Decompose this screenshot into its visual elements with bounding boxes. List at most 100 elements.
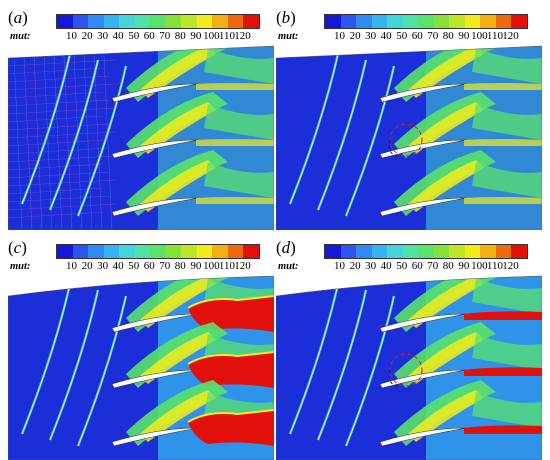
colorbar-tick-label: 30: [365, 260, 377, 272]
colorbar-swatch: [464, 15, 481, 28]
mesh-artifact: [8, 91, 104, 99]
wake-core: [196, 197, 274, 204]
colorbar-tick-label: 120: [234, 30, 251, 42]
colorbar-swatch: [165, 15, 182, 28]
colorbar-tick-label: 10: [66, 260, 78, 272]
wake-core: [464, 139, 542, 146]
suction-side-core: [140, 390, 216, 442]
inlet-vane: [317, 289, 367, 441]
inlet-vane: [289, 283, 339, 435]
field-plot-a: [8, 45, 274, 230]
passage-flow: [472, 162, 542, 198]
colorbar-tick-label: 80: [174, 30, 186, 42]
wake-blob: [496, 368, 508, 374]
inlet-vane: [77, 65, 127, 217]
colorbar-swatch: [134, 245, 151, 258]
colorbar-variable-label: mut:: [278, 31, 299, 42]
colorbar-tick-label: 30: [365, 30, 377, 42]
mesh-artifact: [43, 55, 53, 230]
wake-core: [464, 83, 542, 90]
suction-side-core: [408, 102, 484, 154]
colorbar-tick-label: 120: [234, 260, 251, 272]
suction-side-core: [140, 160, 216, 212]
inlet-vane: [317, 59, 367, 211]
colorbar-swatch: [57, 245, 73, 258]
colorbar-swatch: [495, 245, 512, 258]
colorbar-a: mut: 10 20 30 40 50 60 70 80 90 100 110 120: [10, 14, 260, 44]
mesh-artifact: [83, 55, 93, 230]
inlet-vane: [49, 59, 99, 211]
passage-flow: [204, 48, 274, 84]
colorbar-tick-label: 60: [143, 30, 155, 42]
colorbar-variable-label: mut:: [10, 261, 31, 272]
colorbar-swatch: [402, 15, 419, 28]
field-plot-c: [8, 275, 274, 460]
colorbar-tick-label: 70: [427, 260, 439, 272]
colorbar-swatch: [371, 245, 388, 258]
colorbar-swatch: [196, 15, 213, 28]
colorbar-swatch: [165, 245, 182, 258]
mesh-artifact: [8, 115, 104, 123]
passage-flow: [204, 104, 274, 140]
suction-side-core: [408, 46, 484, 98]
colorbar-swatch: [227, 245, 244, 258]
mesh-artifact: [8, 203, 116, 211]
colorbar-variable-label: mut:: [10, 31, 31, 42]
colorbar-swatch: [449, 15, 465, 28]
colorbar-swatches: [56, 244, 260, 259]
colorbar-swatch: [325, 245, 341, 258]
annotation-arc: [388, 369, 401, 389]
colorbar-swatch: [371, 15, 388, 28]
passage-flow: [472, 48, 542, 84]
colorbar-b: mut: 10 20 30 40 50 60 70 80 90 100 110 120: [278, 14, 528, 44]
inlet-vane: [289, 53, 339, 205]
colorbar-tick-label: 20: [349, 260, 361, 272]
colorbar-swatches: [324, 14, 528, 29]
colorbar-swatch: [196, 245, 213, 258]
mesh-artifact: [8, 139, 104, 147]
colorbar-tick-label: 20: [81, 260, 93, 272]
mesh-artifact: [8, 99, 110, 107]
mesh-artifact: [8, 195, 110, 203]
colorbar-swatch: [356, 245, 372, 258]
colorbar-tick-label: 70: [427, 30, 439, 42]
colorbar-tick-label: 80: [442, 30, 454, 42]
mesh-artifact: [23, 55, 33, 230]
mesh-artifact: [8, 107, 116, 115]
colorbar-swatch: [212, 15, 228, 28]
colorbar-tick-label: 120: [502, 30, 519, 42]
colorbar-swatch: [325, 15, 341, 28]
colorbar-swatch: [511, 245, 527, 258]
colorbar-swatch: [387, 15, 403, 28]
panel-a: (a) mut: 10 20 30 40 50 60 70 80 90 100 110 120: [8, 8, 274, 230]
colorbar-tick-label: 50: [128, 260, 140, 272]
wake-core: [196, 83, 274, 90]
flow-domain: [276, 46, 542, 230]
colorbar-swatch: [340, 245, 357, 258]
inlet-vane: [21, 53, 71, 205]
colorbar-tick-label: 20: [349, 30, 361, 42]
colorbar-tick-label: 70: [159, 260, 171, 272]
colorbar-swatch: [402, 245, 419, 258]
colorbar-swatch: [103, 15, 120, 28]
colorbar-swatch: [88, 245, 104, 258]
domain-outline: [276, 275, 542, 460]
colorbar-c: mut: 10 20 30 40 50 60 70 80 90 100 110 120: [10, 244, 260, 274]
colorbar-swatch: [227, 15, 244, 28]
mesh-artifact: [103, 55, 113, 230]
colorbar-swatch: [150, 15, 166, 28]
colorbar-tick-label: 120: [502, 260, 519, 272]
mesh-artifact: [53, 55, 63, 230]
colorbar-tick-label: 60: [411, 260, 423, 272]
mesh-artifact: [8, 211, 104, 219]
wake-edge: [187, 295, 274, 309]
wake-core: [188, 352, 274, 388]
colorbar-swatch: [464, 245, 481, 258]
colorbar-tick-label: 90: [190, 30, 202, 42]
colorbar-swatch: [150, 245, 166, 258]
colorbar-tick-label: 10: [334, 260, 346, 272]
wake-edge: [187, 409, 274, 423]
colorbar-tick-label: 50: [128, 30, 140, 42]
wake-core: [188, 410, 274, 446]
